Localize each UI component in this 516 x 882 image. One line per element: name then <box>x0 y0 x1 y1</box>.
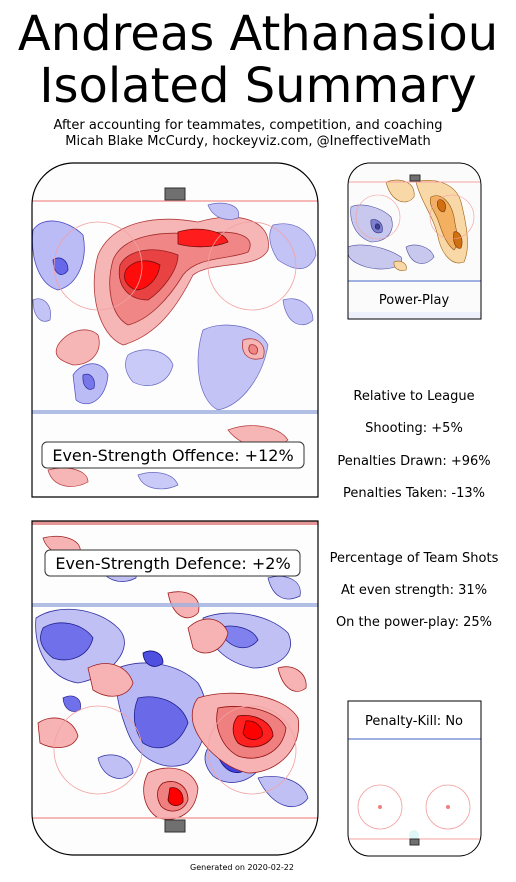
chart-title-line-1: Andreas Athanasiou <box>17 6 499 62</box>
penalties-drawn-stat: Penalties Drawn: +96% <box>337 454 491 469</box>
pp-goal-net <box>409 174 421 182</box>
defence-label-box: Even-Strength Defence: +2% <box>44 549 301 577</box>
even-strength-shots-stat: At even strength: 31% <box>340 583 488 598</box>
defence-rink-heatmap: Even-Strength Defence: +2% <box>31 520 319 856</box>
power-play-contours <box>347 179 468 271</box>
defence-goal-net <box>164 819 186 833</box>
penalty-kill-label: Penalty-Kill: No <box>365 714 463 729</box>
penalty-kill-rink: Penalty-Kill: No <box>347 700 482 857</box>
offence-label-box: Even-Strength Offence: +12% <box>41 441 305 469</box>
chart-subtitle-line-1: After accounting for teammates, competit… <box>53 118 443 133</box>
power-play-label: Power-Play <box>379 293 450 308</box>
power-play-rink-heatmap: Power-Play <box>347 162 482 320</box>
pk-goal-net <box>409 838 420 846</box>
generated-date: Generated on 2020-02-22 <box>190 863 294 872</box>
offence-rink-heatmap: Even-Strength Offence: +12% <box>31 162 319 498</box>
chart-subtitle-line-2: Micah Blake McCurdy, hockeyviz.com, @Ine… <box>65 134 431 149</box>
team-shots-heading: Percentage of Team Shots <box>329 551 499 566</box>
power-play-shots-stat: On the power-play: 25% <box>335 615 493 630</box>
defence-label: Even-Strength Defence: +2% <box>55 554 290 573</box>
offence-contours <box>32 202 317 490</box>
faceoff-circle-left <box>53 221 143 311</box>
goal-net <box>164 187 186 201</box>
faceoff-circle-right <box>207 221 297 311</box>
offence-label: Even-Strength Offence: +12% <box>52 446 293 465</box>
penalties-taken-stat: Penalties Taken: -13% <box>343 486 485 501</box>
shooting-stat: Shooting: +5% <box>365 421 463 436</box>
chart-title-line-2: Isolated Summary <box>39 58 477 114</box>
relative-to-league-heading: Relative to League <box>353 389 475 404</box>
